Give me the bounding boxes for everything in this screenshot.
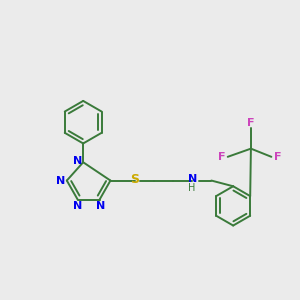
Text: N: N [56, 176, 65, 185]
Text: F: F [274, 152, 281, 162]
Text: N: N [188, 174, 197, 184]
Text: N: N [96, 201, 106, 211]
Text: N: N [73, 201, 83, 211]
Text: F: F [218, 152, 226, 162]
Text: H: H [188, 183, 195, 193]
Text: S: S [130, 173, 140, 186]
Text: N: N [73, 156, 82, 166]
Text: F: F [247, 118, 255, 128]
